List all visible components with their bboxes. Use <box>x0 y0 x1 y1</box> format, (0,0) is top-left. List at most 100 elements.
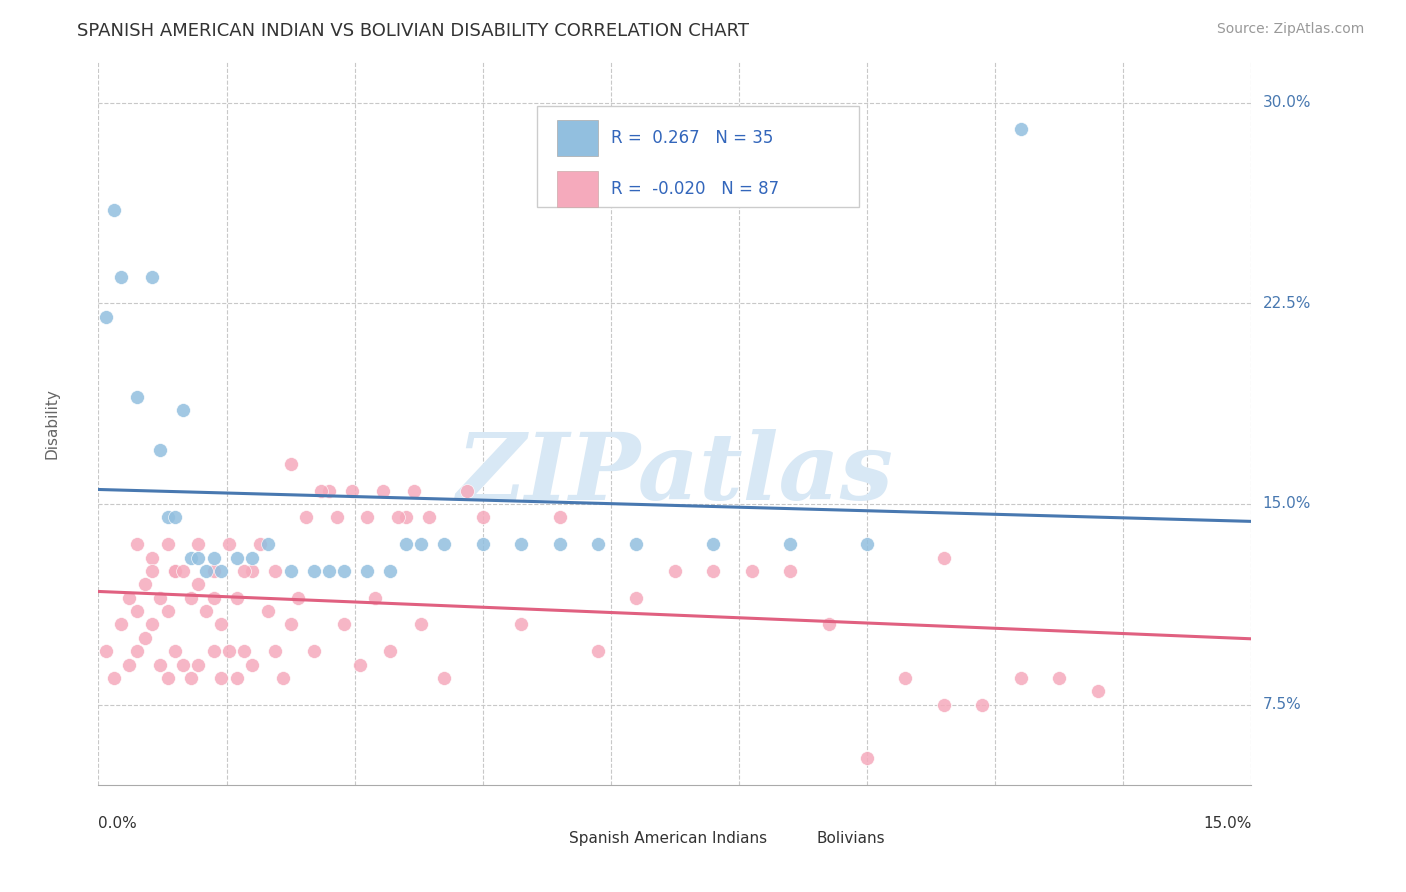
Point <box>894 671 917 685</box>
Point <box>134 631 156 645</box>
Point <box>471 537 494 551</box>
Point <box>325 510 347 524</box>
Point <box>287 591 309 605</box>
Point <box>856 537 879 551</box>
Point <box>280 617 302 632</box>
Point <box>371 483 394 498</box>
Point <box>456 483 478 498</box>
Point <box>233 644 256 658</box>
Point <box>110 617 132 632</box>
Point <box>586 537 609 551</box>
Point <box>134 577 156 591</box>
Point <box>626 537 648 551</box>
Point <box>165 644 187 658</box>
Text: Spanish American Indians: Spanish American Indians <box>569 831 766 846</box>
Point <box>510 617 533 632</box>
Point <box>741 564 763 578</box>
Point <box>702 564 724 578</box>
Text: R =  -0.020   N = 87: R = -0.020 N = 87 <box>612 180 779 198</box>
Bar <box>537 827 562 850</box>
Point <box>225 671 247 685</box>
Point <box>364 591 387 605</box>
Point <box>1010 671 1032 685</box>
Point <box>340 483 363 498</box>
Point <box>156 604 179 618</box>
Point <box>209 617 232 632</box>
Point <box>318 564 340 578</box>
Point <box>626 591 648 605</box>
Point <box>586 644 609 658</box>
Point <box>94 310 117 324</box>
Point <box>149 591 172 605</box>
Point <box>165 564 187 578</box>
Point <box>156 510 179 524</box>
Point <box>172 564 194 578</box>
Bar <box>537 106 859 207</box>
Point <box>356 564 378 578</box>
Bar <box>557 120 598 156</box>
Point <box>779 537 801 551</box>
Point <box>311 483 333 498</box>
Point <box>1047 671 1070 685</box>
Point <box>280 457 302 471</box>
Point <box>202 591 225 605</box>
Point <box>932 698 955 712</box>
Point <box>187 550 209 565</box>
Point <box>1010 122 1032 136</box>
Point <box>165 510 187 524</box>
Point <box>264 564 287 578</box>
Point <box>125 537 148 551</box>
Text: Disability: Disability <box>45 388 60 459</box>
Point <box>202 564 225 578</box>
Text: Source: ZipAtlas.com: Source: ZipAtlas.com <box>1216 22 1364 37</box>
Text: 15.0%: 15.0% <box>1263 497 1310 511</box>
Text: 15.0%: 15.0% <box>1204 815 1251 830</box>
Bar <box>557 170 598 207</box>
Point <box>380 564 402 578</box>
Point <box>356 510 378 524</box>
Point <box>433 671 456 685</box>
Point <box>240 564 263 578</box>
Point <box>172 403 194 417</box>
Point <box>548 510 571 524</box>
Point <box>380 644 402 658</box>
Point <box>471 510 494 524</box>
Point <box>187 537 209 551</box>
Point <box>125 390 148 404</box>
Point <box>932 550 955 565</box>
Point <box>202 644 225 658</box>
Point <box>149 657 172 672</box>
Point <box>180 671 202 685</box>
Point <box>209 564 232 578</box>
Point <box>180 550 202 565</box>
Point <box>333 564 356 578</box>
Point <box>141 269 163 284</box>
Point <box>402 483 425 498</box>
Point <box>664 564 686 578</box>
Point <box>249 537 271 551</box>
Point <box>702 537 724 551</box>
Point <box>395 537 418 551</box>
Point <box>103 202 125 217</box>
Point <box>302 644 325 658</box>
Bar <box>785 827 810 850</box>
Point <box>202 550 225 565</box>
Point <box>240 657 263 672</box>
Text: 7.5%: 7.5% <box>1263 698 1301 712</box>
Point <box>333 617 356 632</box>
Point <box>103 671 125 685</box>
Point <box>187 657 209 672</box>
Point <box>209 671 232 685</box>
Point <box>195 604 218 618</box>
Point <box>156 537 179 551</box>
Text: 0.0%: 0.0% <box>98 815 138 830</box>
Point <box>256 537 278 551</box>
Point <box>125 644 148 658</box>
Point <box>318 483 340 498</box>
Point <box>510 537 533 551</box>
Point <box>141 564 163 578</box>
Point <box>165 564 187 578</box>
Point <box>411 537 433 551</box>
Point <box>225 550 247 565</box>
Point <box>240 550 263 565</box>
